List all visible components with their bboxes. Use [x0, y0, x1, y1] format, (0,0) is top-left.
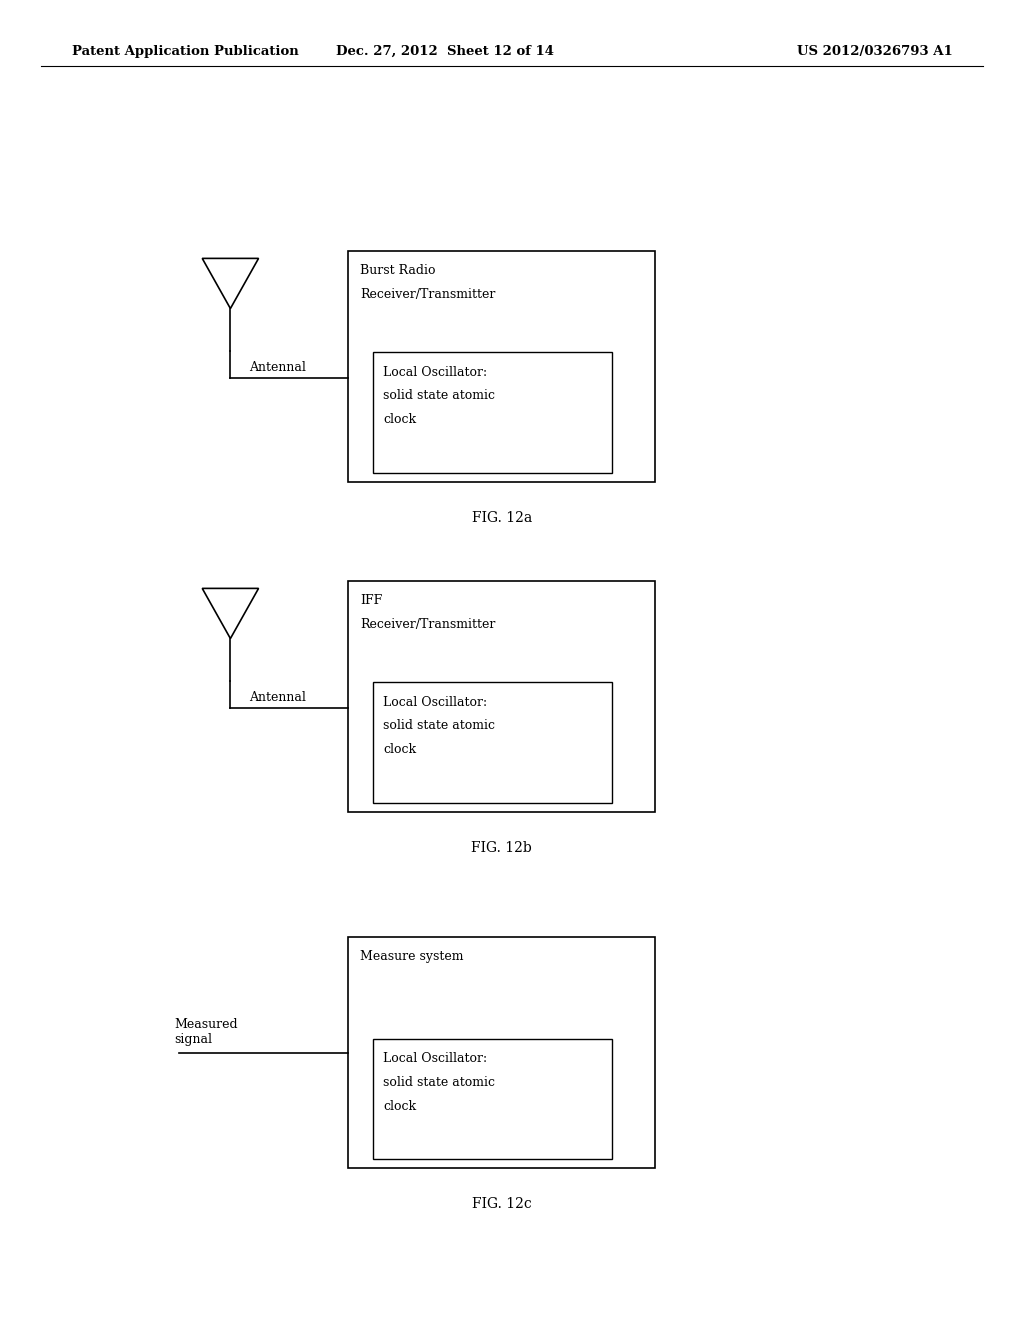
Text: clock: clock	[383, 1100, 416, 1113]
Bar	[348, 937, 655, 1168]
Text: Measured
signal: Measured signal	[174, 1018, 238, 1045]
Text: FIG. 12c: FIG. 12c	[472, 1197, 531, 1212]
Text: IFF: IFF	[360, 594, 383, 607]
Text: US 2012/0326793 A1: US 2012/0326793 A1	[797, 45, 952, 58]
Bar	[348, 581, 655, 812]
Text: Dec. 27, 2012  Sheet 12 of 14: Dec. 27, 2012 Sheet 12 of 14	[337, 45, 554, 58]
Bar	[348, 251, 655, 482]
Text: Local Oscillator:: Local Oscillator:	[383, 1052, 487, 1065]
Text: Local Oscillator:: Local Oscillator:	[383, 696, 487, 709]
Text: solid state atomic: solid state atomic	[383, 389, 495, 403]
Bar	[373, 1039, 612, 1159]
Text: Patent Application Publication: Patent Application Publication	[72, 45, 298, 58]
Text: Burst Radio: Burst Radio	[360, 264, 436, 277]
Text: Receiver/Transmitter: Receiver/Transmitter	[360, 288, 496, 301]
Text: Antennal: Antennal	[249, 690, 306, 704]
Text: Receiver/Transmitter: Receiver/Transmitter	[360, 618, 496, 631]
Text: solid state atomic: solid state atomic	[383, 719, 495, 733]
Bar	[373, 682, 612, 803]
Text: Local Oscillator:: Local Oscillator:	[383, 366, 487, 379]
Text: clock: clock	[383, 413, 416, 426]
Text: FIG. 12a: FIG. 12a	[472, 511, 531, 525]
Bar	[373, 352, 612, 473]
Text: Measure system: Measure system	[360, 950, 464, 964]
Text: FIG. 12b: FIG. 12b	[471, 841, 532, 855]
Text: solid state atomic: solid state atomic	[383, 1076, 495, 1089]
Text: clock: clock	[383, 743, 416, 756]
Text: Antennal: Antennal	[249, 360, 306, 374]
